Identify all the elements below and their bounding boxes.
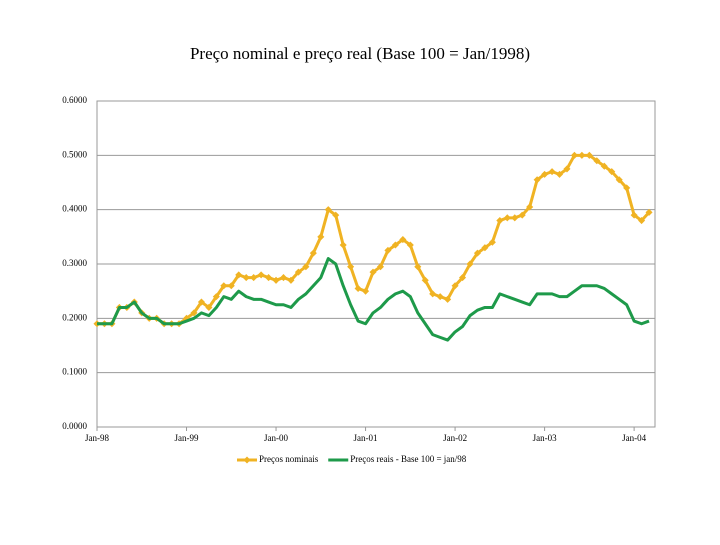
point-marker xyxy=(466,260,474,268)
point-marker xyxy=(265,274,273,282)
point-marker xyxy=(362,287,370,295)
x-tick-label: Jan-02 xyxy=(443,433,467,443)
point-marker xyxy=(406,241,414,249)
point-marker xyxy=(384,246,392,254)
point-marker xyxy=(451,282,459,290)
point-marker xyxy=(503,214,511,222)
point-marker xyxy=(421,276,429,284)
point-marker xyxy=(287,276,295,284)
point-marker xyxy=(317,233,325,241)
series-line xyxy=(97,153,651,326)
point-marker xyxy=(205,303,213,312)
point-marker xyxy=(220,282,228,290)
point-marker xyxy=(436,293,444,301)
point-marker xyxy=(294,268,302,276)
point-marker xyxy=(638,216,646,225)
point-marker xyxy=(302,263,310,271)
point-marker xyxy=(279,274,288,282)
x-tick-label: Jan-03 xyxy=(533,433,557,443)
point-marker xyxy=(414,263,422,271)
plot-frame xyxy=(96,100,656,428)
x-tick-label: Jan-98 xyxy=(85,433,109,443)
y-tick-label: 0.4000 xyxy=(62,204,87,214)
point-marker xyxy=(212,293,220,301)
point-marker xyxy=(533,176,541,184)
x-tick-label: Jan-04 xyxy=(622,433,646,443)
point-marker xyxy=(242,274,250,282)
y-tick-label: 0.6000 xyxy=(62,95,87,105)
point-marker xyxy=(623,184,631,192)
point-marker xyxy=(197,298,205,306)
point-marker xyxy=(399,236,407,244)
chart-title: Preço nominal e preço real (Base 100 = J… xyxy=(190,44,530,63)
point-marker xyxy=(570,151,578,159)
point-marker xyxy=(190,309,198,317)
point-marker xyxy=(429,290,437,298)
point-marker xyxy=(555,170,564,178)
point-marker xyxy=(593,157,601,165)
point-marker xyxy=(615,176,623,184)
point-marker xyxy=(541,170,549,178)
point-marker xyxy=(481,244,489,252)
point-marker xyxy=(511,214,519,222)
point-marker xyxy=(585,151,593,159)
legend-marker xyxy=(243,456,251,464)
point-marker xyxy=(347,263,355,271)
point-marker xyxy=(391,241,399,249)
y-tick-label: 0.2000 xyxy=(62,312,87,322)
point-marker xyxy=(272,276,280,284)
point-marker xyxy=(563,165,571,173)
point-marker xyxy=(630,211,638,219)
point-marker xyxy=(235,271,243,279)
x-tick-label: Jan-00 xyxy=(264,433,288,443)
legend-label: Preços nominais xyxy=(259,454,319,464)
point-marker xyxy=(608,168,616,176)
point-marker xyxy=(548,168,556,176)
x-tick-label: Jan-01 xyxy=(354,433,378,443)
point-marker xyxy=(496,216,504,225)
point-marker xyxy=(600,162,608,170)
point-marker xyxy=(339,241,347,249)
point-marker xyxy=(444,295,452,303)
point-marker xyxy=(257,271,265,279)
point-marker xyxy=(488,238,496,246)
point-marker xyxy=(645,208,653,216)
point-marker xyxy=(354,284,362,292)
legend-label: Preços reais - Base 100 = jan/98 xyxy=(350,454,467,464)
point-marker xyxy=(324,206,332,214)
y-tick-label: 0.3000 xyxy=(62,258,87,268)
point-marker xyxy=(376,263,385,271)
y-tick-label: 0.5000 xyxy=(62,149,87,159)
point-marker xyxy=(459,274,467,282)
point-marker xyxy=(369,268,377,276)
point-marker xyxy=(332,211,340,219)
point-marker xyxy=(250,274,258,282)
x-tick-label: Jan-99 xyxy=(175,433,199,443)
point-marker xyxy=(578,151,586,159)
point-marker xyxy=(227,282,235,290)
y-tick-label: 0.1000 xyxy=(62,367,87,377)
point-marker xyxy=(309,249,317,257)
series-line xyxy=(97,257,650,342)
point-marker xyxy=(526,203,534,211)
point-marker xyxy=(473,249,481,257)
y-tick-label: 0.0000 xyxy=(62,421,87,431)
point-marker xyxy=(518,211,526,219)
